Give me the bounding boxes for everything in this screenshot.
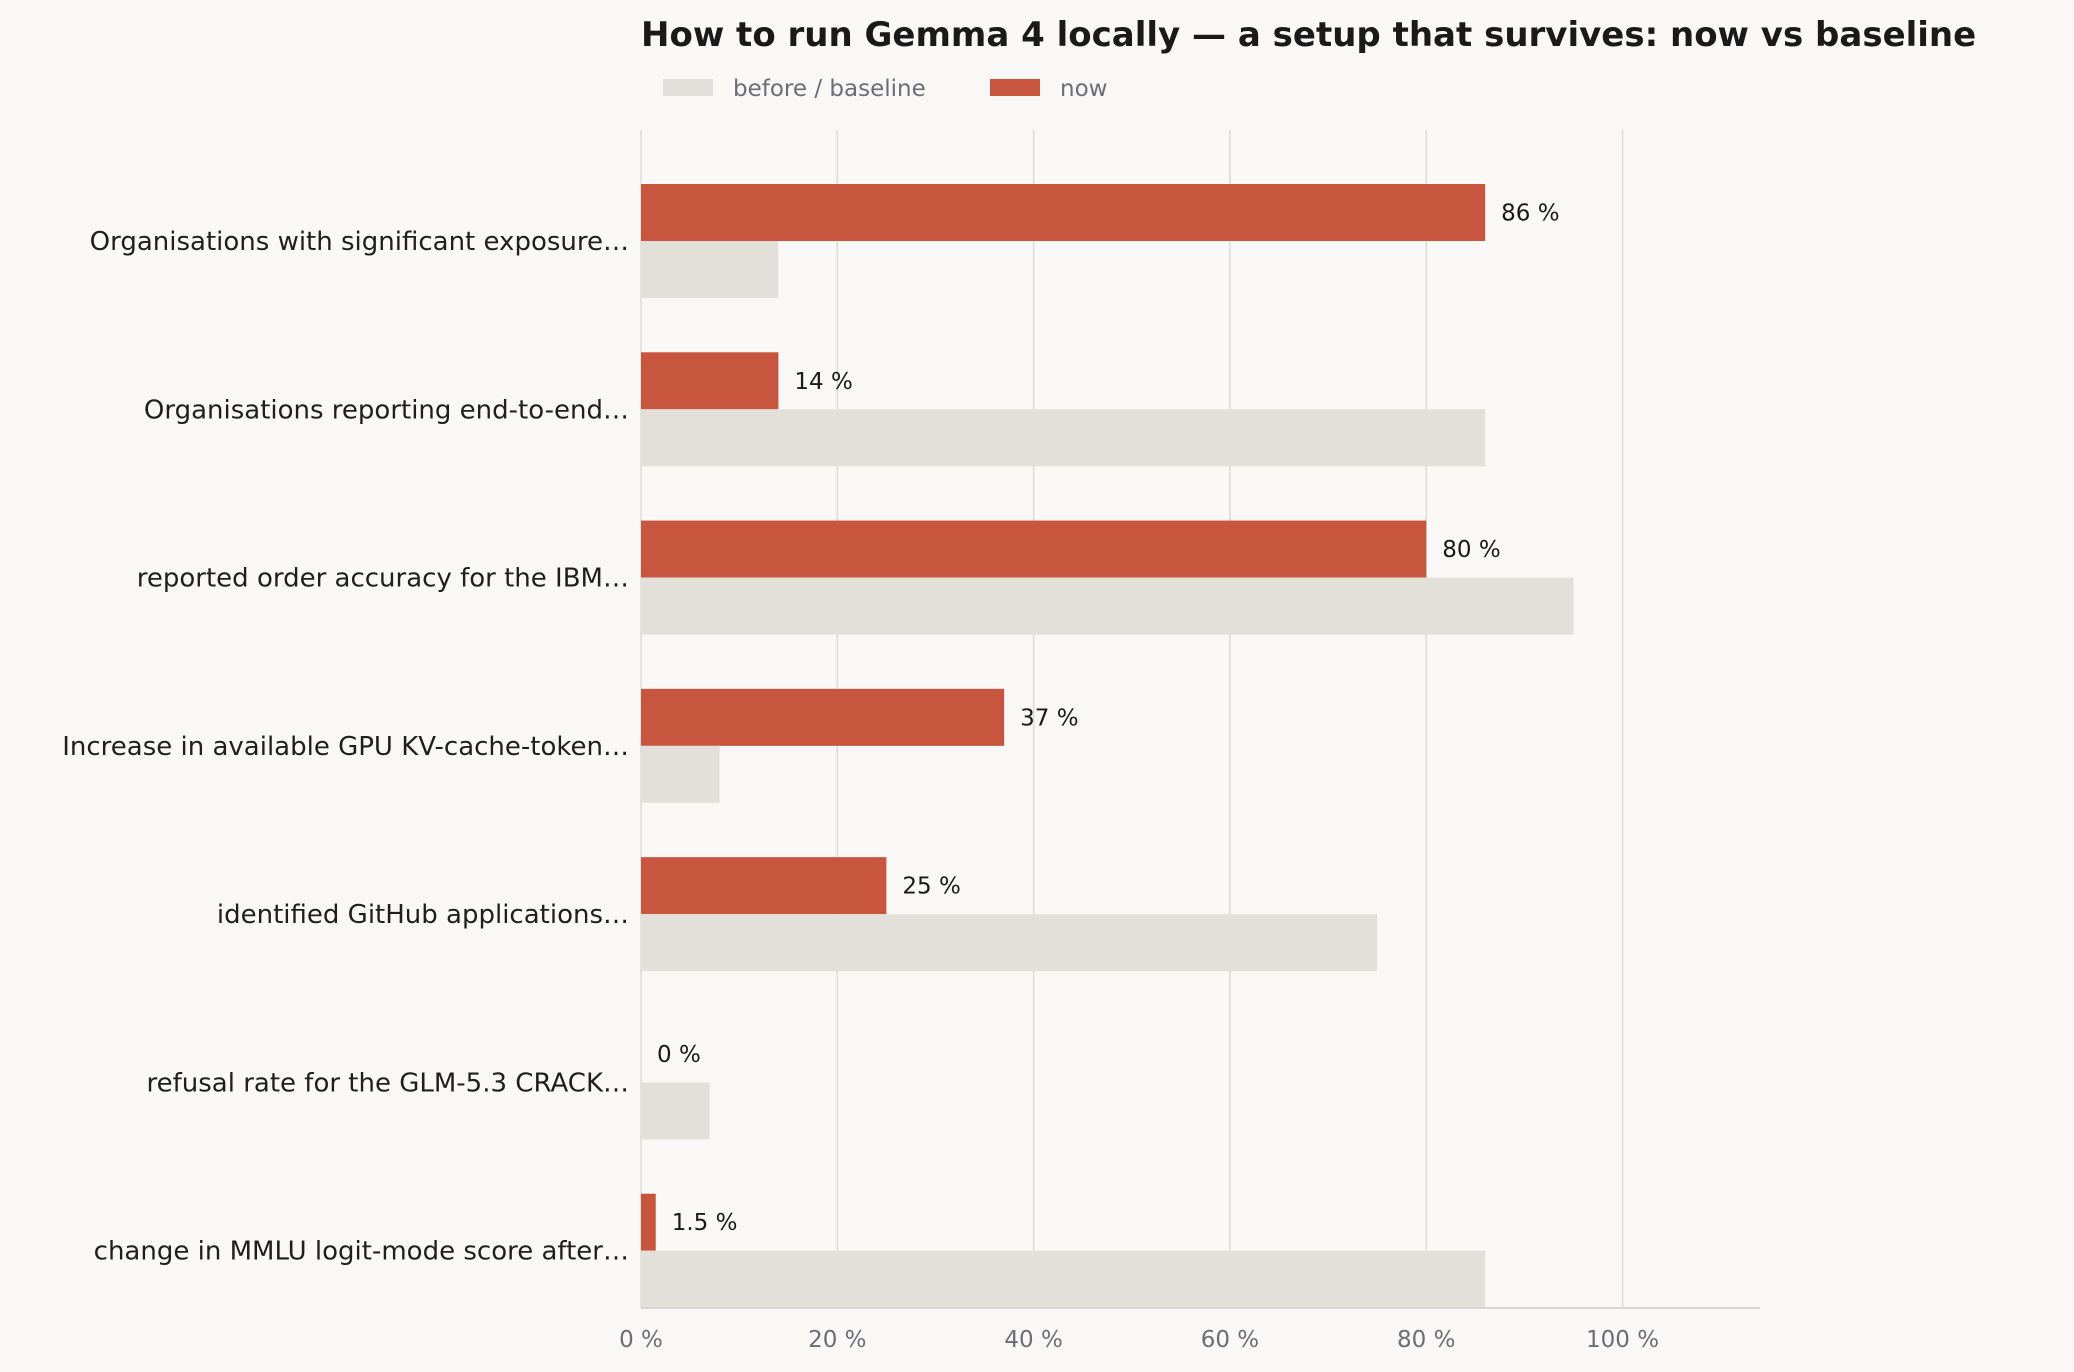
bar-baseline-4 <box>641 914 1378 972</box>
value-label-now-1: 14 % <box>794 369 852 395</box>
x-tick-label-5: 100 % <box>1586 1327 1659 1353</box>
legend-label-baseline: before / baseline <box>733 76 926 102</box>
value-label-now-5: 0 % <box>657 1042 701 1068</box>
value-label-now-4: 25 % <box>902 874 960 900</box>
category-label-6: change in MMLU logit-mode score after… <box>94 1237 629 1267</box>
bar-baseline-5 <box>641 1082 710 1140</box>
legend-swatch-baseline <box>663 79 713 96</box>
x-tick-label-0: 0 % <box>619 1327 663 1353</box>
x-tick-label-1: 20 % <box>808 1327 866 1353</box>
value-label-now-3: 37 % <box>1020 705 1078 731</box>
category-labels: Organisations with significant exposure…… <box>62 227 629 1267</box>
category-label-0: Organisations with significant exposure… <box>90 227 629 257</box>
category-label-5: refusal rate for the GLM-5.3 CRACK… <box>147 1068 630 1098</box>
category-label-4: identified GitHub applications… <box>217 900 629 930</box>
bar-baseline-2 <box>641 577 1574 635</box>
bar-now-1 <box>641 352 779 410</box>
bar-baseline-3 <box>641 745 720 803</box>
bar-now-0 <box>641 184 1486 241</box>
x-tick-label-2: 40 % <box>1004 1327 1062 1353</box>
category-label-3: Increase in available GPU KV-cache-token… <box>62 732 629 762</box>
legend-swatch-now <box>990 79 1040 96</box>
value-label-now-0: 86 % <box>1501 201 1559 227</box>
bar-now-2 <box>641 520 1427 578</box>
value-label-now-6: 1.5 % <box>672 1210 738 1236</box>
x-axis: 0 % 20 % 40 % 60 % 80 % 100 % <box>619 1307 1760 1353</box>
bar-now-3 <box>641 688 1005 746</box>
bar-baseline-6 <box>641 1250 1486 1308</box>
bar-baseline-0 <box>641 241 779 298</box>
category-label-1: Organisations reporting end-to-end… <box>144 395 629 425</box>
bar-baseline-1 <box>641 409 1486 467</box>
bar-now-4 <box>641 857 887 915</box>
x-tick-label-4: 80 % <box>1397 1327 1455 1353</box>
x-tick-label-3: 60 % <box>1201 1327 1259 1353</box>
category-label-2: reported order accuracy for the IBM… <box>137 564 629 594</box>
legend: before / baseline now <box>663 76 1107 102</box>
legend-label-now: now <box>1060 76 1107 102</box>
bar-now-6 <box>641 1193 656 1251</box>
bars: 86 % 14 % 80 % 37 % 25 % 0 % 1.5 % <box>641 184 1574 1308</box>
value-label-now-2: 80 % <box>1442 537 1500 563</box>
chart-title: How to run Gemma 4 locally — a setup tha… <box>641 15 1976 55</box>
